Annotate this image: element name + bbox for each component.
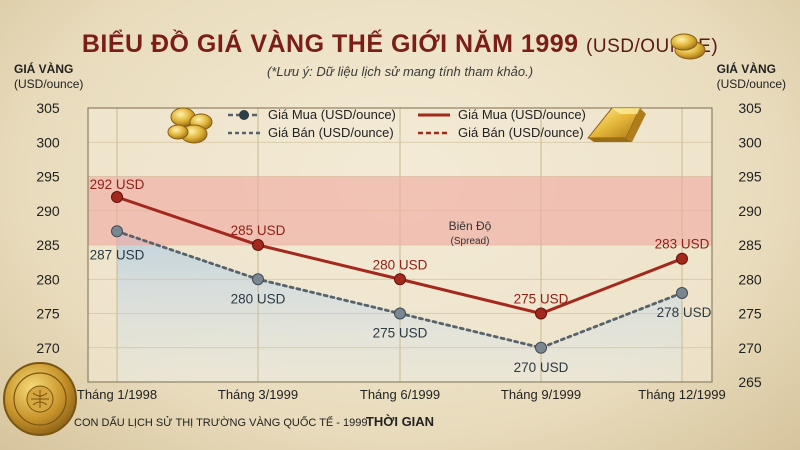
spread-band	[88, 176, 712, 245]
buy-point	[676, 252, 688, 265]
y-tick-right: 265	[738, 374, 762, 390]
buy-point	[252, 239, 264, 251]
x-tick-label: Tháng 1/1998	[77, 387, 157, 402]
y-axis-right-unit: (USD/ounce)	[716, 77, 786, 91]
coin-stack-title-icon	[670, 33, 706, 60]
y-axis-left-label: GIÁ VÀNG (USD/ounce)	[14, 62, 83, 92]
legend-marker-buy-dotted	[239, 110, 249, 120]
y-axis-left-title: GIÁ VÀNG	[14, 62, 74, 76]
y-tick-right: 290	[738, 203, 762, 219]
sell-data-label: 270 USD	[514, 360, 569, 375]
y-tick-left: 305	[36, 100, 60, 116]
y-tick-left: 300	[36, 134, 60, 150]
x-tick-label: Tháng 9/1999	[501, 387, 581, 402]
buy-data-label: 280 USD	[373, 257, 428, 272]
data-labels: 292 USD 285 USD 280 USD 275 USD 283 USD 287 U…	[90, 177, 712, 375]
buy-data-label: 292 USD	[90, 177, 145, 192]
gold-bar-icon	[586, 107, 646, 142]
sell-point	[394, 307, 406, 320]
y-tick-left: 280	[36, 271, 60, 287]
x-tick-label: Tháng 12/1999	[638, 387, 725, 402]
spread-band-rect	[88, 176, 712, 245]
y-tick-left: 275	[36, 306, 60, 322]
legend: Giá Mua (USD/ounce) Giá Bán (USD/ounce) …	[228, 107, 586, 140]
buy-data-label: 285 USD	[231, 223, 286, 238]
y-tick-left: 295	[36, 169, 60, 185]
legend-item-1: Giá Bán (USD/ounce)	[268, 125, 394, 140]
y-axis-ticks: 305 300 295 290 285 280 275 270 305 300 295 290 285 2…	[36, 100, 762, 390]
y-tick-right: 285	[738, 237, 762, 253]
sell-point	[676, 286, 688, 299]
y-tick-right: 295	[738, 169, 762, 185]
legend-item-2: Giá Mua (USD/ounce)	[458, 107, 586, 122]
buy-point	[111, 191, 123, 204]
stamp-caption: CON DẤU LỊCH SỬ THỊ TRƯỜNG VÀNG QUỐC TẾ …	[74, 417, 368, 429]
sell-data-label: 275 USD	[373, 326, 428, 341]
plot-border	[87, 107, 713, 383]
spread-label: Biên Độ	[449, 219, 492, 233]
series-points	[111, 191, 688, 354]
spread-sublabel: (Spread)	[451, 236, 490, 247]
buy-point	[394, 273, 406, 286]
y-tick-right: 280	[738, 271, 762, 287]
x-axis-label: THỜI GIAN	[365, 414, 435, 429]
sell-point	[252, 273, 264, 286]
y-tick-left: 270	[36, 340, 60, 356]
sell-point	[111, 225, 123, 238]
sell-data-label: 280 USD	[231, 291, 286, 306]
legend-item-3: Giá Bán (USD/ounce)	[458, 125, 584, 140]
y-tick-right: 270	[738, 340, 762, 356]
chart-note: (*Lưu ý: Dữ liệu lịch sử mang tính tham …	[266, 64, 534, 79]
sell-point	[535, 341, 547, 354]
buy-data-label: 275 USD	[514, 292, 569, 307]
y-axis-right-label: GIÁ VÀNG (USD/ounce)	[717, 62, 786, 92]
x-axis-ticks: Tháng 1/1998 Tháng 3/1999 Tháng 6/1999 Thán…	[77, 387, 726, 402]
legend-item-0: Giá Mua (USD/ounce)	[268, 107, 396, 122]
sell-data-label: 287 USD	[90, 247, 145, 262]
y-axis-right-title: GIÁ VÀNG	[716, 62, 776, 76]
plot-frame	[87, 107, 713, 383]
x-tick-label: Tháng 6/1999	[360, 387, 440, 402]
buy-data-label: 283 USD	[655, 237, 710, 252]
y-tick-left: 285	[36, 237, 60, 253]
y-axis-left-unit: (USD/ounce)	[14, 77, 84, 91]
historical-seal-icon	[3, 362, 77, 436]
buy-point	[535, 307, 547, 320]
chart-title-main: BIỂU ĐỒ GIÁ VÀNG THẾ GIỚI NĂM 1999	[81, 30, 579, 58]
sell-data-label: 278 USD	[657, 305, 712, 320]
coin-stack-icon	[167, 107, 213, 144]
y-tick-right: 275	[738, 306, 762, 322]
x-tick-label: Tháng 3/1999	[218, 387, 298, 402]
y-tick-left: 290	[36, 203, 60, 219]
y-tick-right: 300	[738, 134, 762, 150]
y-tick-right: 305	[738, 100, 762, 116]
